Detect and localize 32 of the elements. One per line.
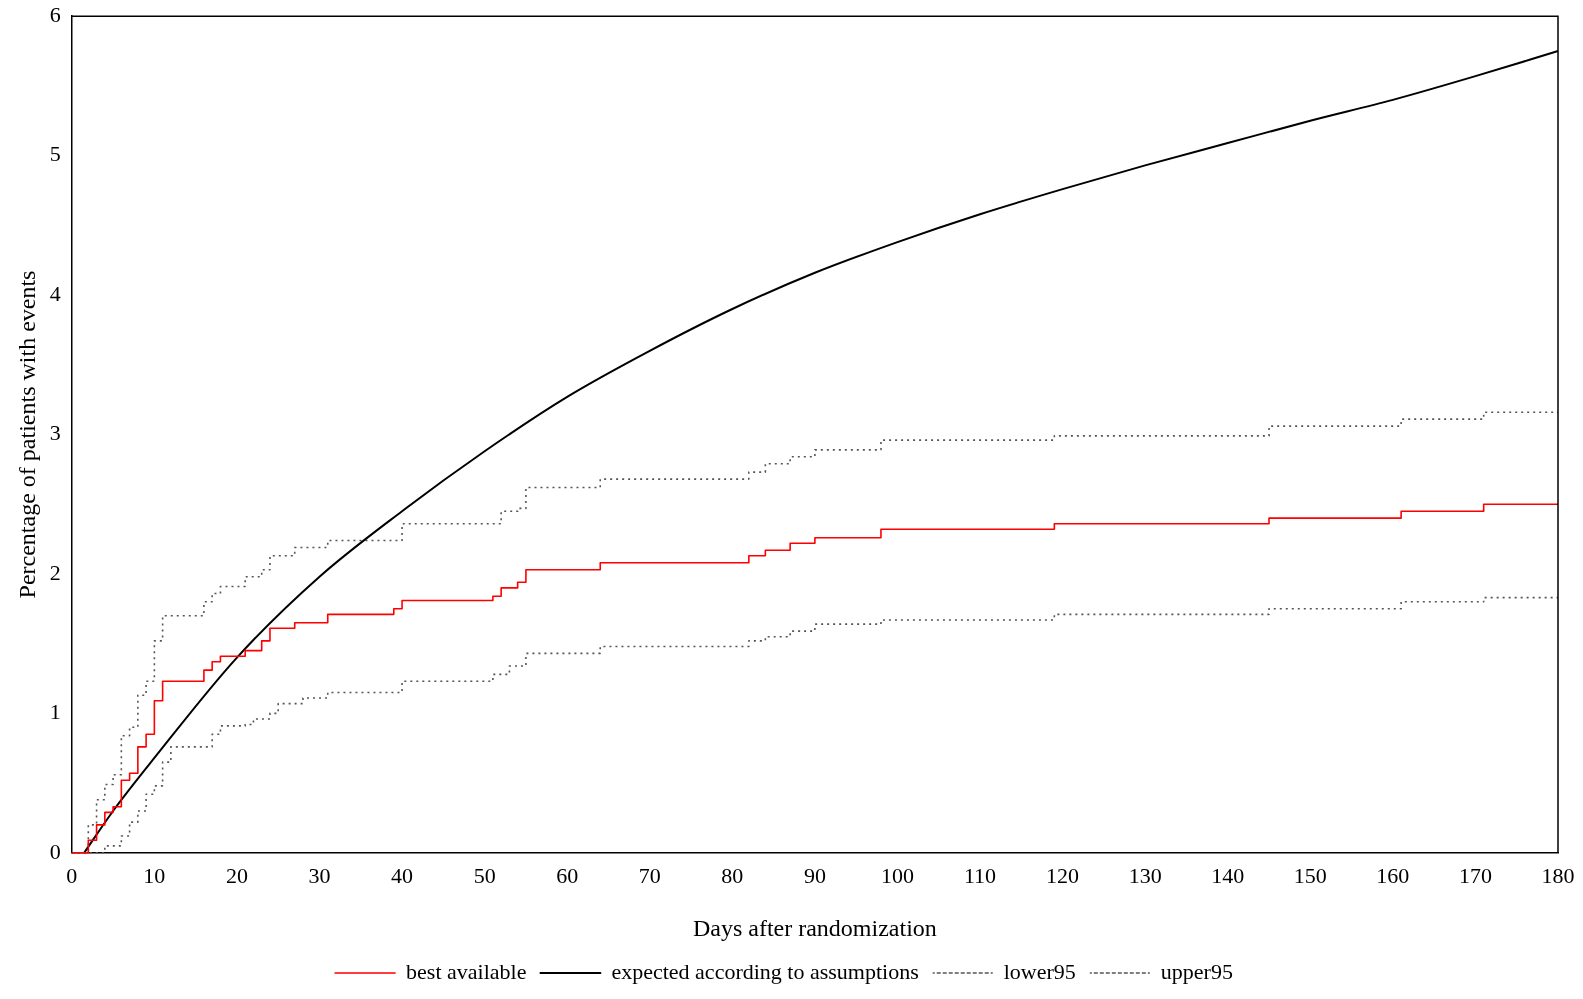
x-tick-label: 10 bbox=[143, 862, 166, 888]
x-tick-label: 160 bbox=[1376, 862, 1410, 888]
legend-label: expected according to assumptions bbox=[611, 958, 919, 984]
x-tick-label: 30 bbox=[308, 862, 331, 888]
legend-label: lower95 bbox=[1003, 958, 1076, 984]
y-tick-label: 1 bbox=[49, 699, 61, 725]
y-tick-label: 5 bbox=[49, 141, 61, 167]
x-tick-label: 180 bbox=[1541, 862, 1575, 888]
x-tick-label: 80 bbox=[721, 862, 744, 888]
x-tick-label: 70 bbox=[638, 862, 661, 888]
x-axis-title: Days after randomization bbox=[692, 914, 937, 941]
y-tick-label: 3 bbox=[49, 420, 61, 446]
x-tick-label: 110 bbox=[963, 862, 997, 888]
legend-label: best available bbox=[406, 958, 527, 984]
x-tick-label: 140 bbox=[1211, 862, 1245, 888]
x-tick-label: 20 bbox=[225, 862, 248, 888]
y-tick-label: 2 bbox=[49, 559, 61, 585]
y-tick-label: 6 bbox=[49, 1, 61, 27]
x-tick-label: 130 bbox=[1128, 862, 1162, 888]
y-tick-label: 4 bbox=[49, 280, 61, 306]
y-axis-title: Percentage of patients with events bbox=[13, 270, 40, 599]
x-tick-label: 40 bbox=[391, 862, 414, 888]
y-tick-label: 0 bbox=[49, 838, 61, 864]
x-tick-label: 170 bbox=[1458, 862, 1492, 888]
x-tick-label: 50 bbox=[473, 862, 496, 888]
x-tick-label: 100 bbox=[880, 862, 914, 888]
x-tick-label: 90 bbox=[803, 862, 826, 888]
x-tick-label: 60 bbox=[556, 862, 579, 888]
x-tick-label: 150 bbox=[1293, 862, 1327, 888]
x-tick-label: 120 bbox=[1046, 862, 1080, 888]
legend-label: upper95 bbox=[1160, 958, 1233, 984]
x-tick-label: 0 bbox=[66, 862, 78, 888]
